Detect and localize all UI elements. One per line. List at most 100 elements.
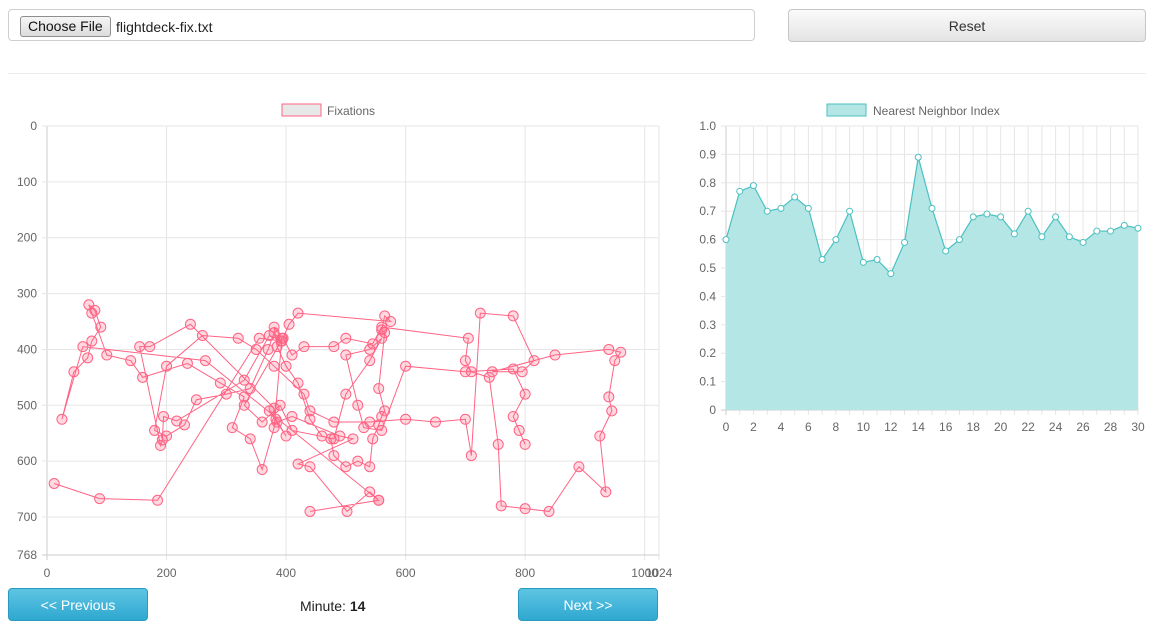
fixation-point [256,416,268,428]
nni-data-point [818,255,826,263]
fixation-point [250,343,262,355]
fixation-point [196,329,208,341]
fixation-point [304,461,316,473]
divider [8,73,1146,74]
reset-button[interactable]: Reset [788,9,1146,42]
fixation-point [256,464,268,476]
y-tick-label: 0.1 [699,375,716,389]
x-tick-label: 200 [157,566,177,580]
y-tick-label: 0.8 [699,176,716,190]
nni-chart: 0 2 4 6 8 10 12 14 16 18 20 22 24 26 28 3000.10.20.30.4… [699,103,1145,434]
next-button[interactable]: Next >> [518,588,658,621]
fixation-point [400,360,412,372]
fixation-point [149,424,161,436]
fixation-point [190,394,202,406]
fixation-point [328,416,340,428]
fixations-legend-label: Fixations [327,104,375,118]
fixation-point [459,413,471,425]
fixation-point [238,399,250,411]
nni-data-point [997,213,1005,221]
fixation-point [184,318,196,330]
x-tick-label: 0 [723,420,730,434]
fixation-point [262,343,274,355]
nni-legend-label: Nearest Neighbor Index [873,104,1000,118]
fixation-point [292,377,304,389]
x-tick-label: 28 [1104,420,1118,434]
nni-data-point [1079,238,1087,246]
fixation-point [340,332,352,344]
y-tick-label: 600 [17,454,37,468]
fixation-point [220,388,232,400]
fixation-point [292,307,304,319]
nni-data-point [969,213,977,221]
x-tick-label: 24 [1049,420,1063,434]
fixation-point [573,461,585,473]
fixation-point [304,505,316,517]
fixation-point [158,410,170,422]
nni-data-point [832,236,840,244]
fixation-point [244,383,256,395]
file-input[interactable]: Choose File flightdeck-fix.txt [8,9,755,41]
nni-data-point [859,258,867,266]
fixation-point [603,343,615,355]
nni-data-point [942,247,950,255]
fixation-point [275,335,287,347]
fixation-point [615,346,627,358]
fixation-point [373,494,385,506]
x-tick-label: 2 [750,420,757,434]
x-tick-label: 18 [967,420,981,434]
nni-legend-swatch [826,103,867,117]
fixation-point [283,318,295,330]
fixation-point [77,341,89,353]
fixation-point [352,399,364,411]
fixation-point [379,405,391,417]
fixation-point [328,341,340,353]
selected-file-name: flightdeck-fix.txt [116,19,213,35]
nni-data-point [1093,227,1101,235]
minute-label: Minute: [300,598,346,614]
nni-data-point [1120,221,1128,229]
choose-file-button[interactable]: Choose File [20,16,111,37]
y-tick-label: 500 [17,398,37,412]
x-tick-label: 14 [912,420,926,434]
nni-data-point [1052,213,1060,221]
y-tick-label: 0.9 [699,147,716,161]
fixation-point [373,383,385,395]
y-tick-label: 700 [17,510,37,524]
fixation-point [519,388,531,400]
fixation-point [101,349,113,361]
x-tick-label: 20 [994,420,1008,434]
x-tick-label: 30 [1131,420,1145,434]
fixation-point [609,355,621,367]
fixation-point [340,461,352,473]
fixation-point [347,433,359,445]
fixation-point [134,341,146,353]
y-tick-label: 1.0 [699,119,716,133]
fixation-point [483,371,495,383]
fixation-point [144,341,156,353]
fixation-point [316,430,328,442]
fixation-point [528,355,540,367]
nni-data-point [1024,207,1032,215]
fixation-point [274,399,286,411]
fixation-point [232,332,244,344]
nni-data-point [791,193,799,201]
fixation-point [161,430,173,442]
fixation-point [341,505,353,517]
nni-area-fill [726,157,1138,410]
fixation-point [95,321,107,333]
fixation-point [304,405,316,417]
fixation-point [543,505,555,517]
fixation-point [86,307,98,319]
fixation-point [286,424,298,436]
fixation-point [292,458,304,470]
nni-data-point [1038,233,1046,241]
y-tick-label: 0.6 [699,233,716,247]
fixation-point [325,433,337,445]
nni-data-point [1134,224,1142,232]
previous-button[interactable]: << Previous [8,588,148,621]
fixation-point [516,366,528,378]
fixation-point [82,352,94,364]
fixation-point [376,321,388,333]
fixation-point [462,332,474,344]
